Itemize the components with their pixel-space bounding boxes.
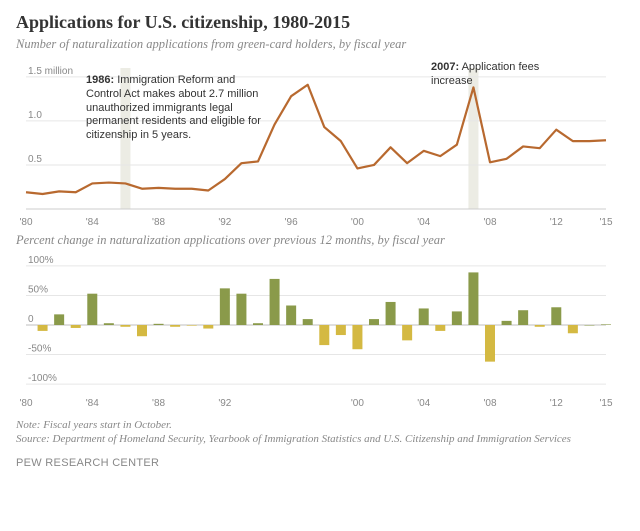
svg-text:'04: '04 <box>417 398 430 409</box>
svg-text:'04: '04 <box>417 217 430 228</box>
bar-chart-svg: -100% -50% 0 50% 100% '80 '84 '88 '92 '00 '04 '08 '1… <box>16 252 616 412</box>
chart-subtitle-1: Number of naturalization applications fr… <box>16 37 624 52</box>
svg-text:'84: '84 <box>86 217 99 228</box>
svg-text:1.5 million: 1.5 million <box>28 66 73 77</box>
svg-text:'08: '08 <box>483 398 496 409</box>
svg-text:'15: '15 <box>599 217 612 228</box>
svg-text:-100%: -100% <box>28 373 57 384</box>
svg-text:100%: 100% <box>28 255 54 266</box>
footer-text: PEW RESEARCH CENTER <box>16 457 624 469</box>
svg-text:0.5: 0.5 <box>28 154 42 165</box>
svg-text:'80: '80 <box>19 398 32 409</box>
svg-text:'12: '12 <box>550 217 563 228</box>
annotation-2007: 2007: Application fees increase <box>431 61 541 89</box>
svg-text:'80: '80 <box>19 217 32 228</box>
chart-subtitle-2: Percent change in naturalization applica… <box>16 233 624 248</box>
svg-text:'00: '00 <box>351 398 364 409</box>
svg-text:'92: '92 <box>218 217 231 228</box>
svg-text:'00: '00 <box>351 217 364 228</box>
svg-text:'88: '88 <box>152 398 165 409</box>
svg-text:'08: '08 <box>483 217 496 228</box>
svg-text:'88: '88 <box>152 217 165 228</box>
annotation-1986: 1986: Immigration Reform and Control Act… <box>86 74 271 143</box>
svg-text:'12: '12 <box>550 398 563 409</box>
chart-title: Applications for U.S. citizenship, 1980-… <box>16 12 624 33</box>
line-chart-wrap: 0.5 1.0 1.5 million '80 '84 '88 '92 '96 '00 '04 '0… <box>16 56 624 231</box>
source-text: Source: Department of Homeland Security,… <box>16 432 624 446</box>
svg-text:'84: '84 <box>86 398 99 409</box>
svg-text:0: 0 <box>28 314 34 325</box>
note-text: Note: Fiscal years start in October. <box>16 418 624 432</box>
svg-text:50%: 50% <box>28 284 48 295</box>
svg-text:'96: '96 <box>285 217 298 228</box>
svg-text:'92: '92 <box>218 398 231 409</box>
svg-text:'15: '15 <box>599 398 612 409</box>
svg-text:-50%: -50% <box>28 344 51 355</box>
svg-text:1.0: 1.0 <box>28 110 42 121</box>
bar-chart-wrap: -100% -50% 0 50% 100% '80 '84 '88 '92 '00 '04 '08 '1… <box>16 252 624 412</box>
